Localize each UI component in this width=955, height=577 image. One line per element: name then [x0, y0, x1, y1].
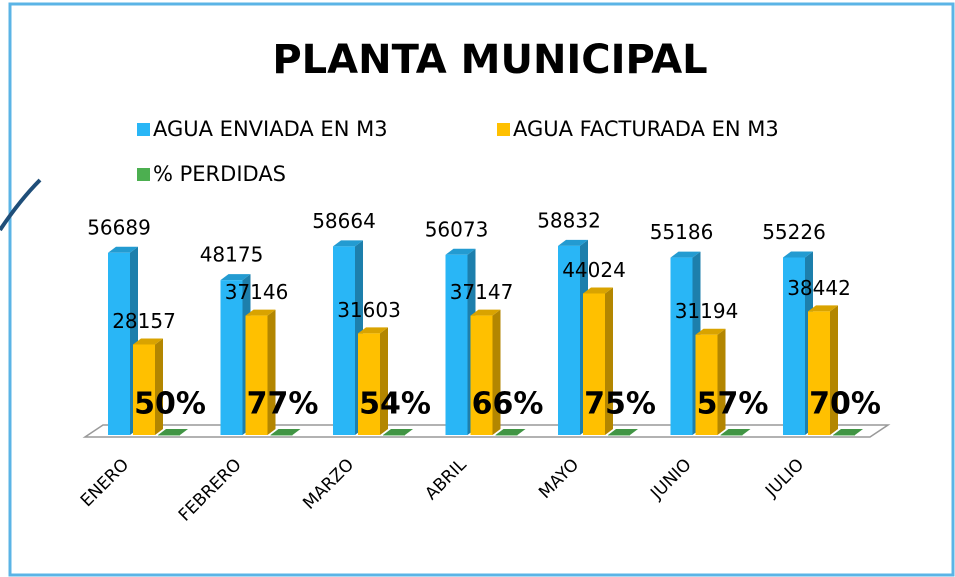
legend-label: AGUA ENVIADA EN M3	[153, 117, 388, 141]
bar-top	[695, 328, 726, 335]
value-label: 56689	[87, 215, 151, 239]
value-label: 48175	[200, 243, 264, 267]
bar	[558, 245, 580, 435]
bar-side	[380, 327, 388, 435]
bar-side	[517, 428, 526, 435]
bar	[608, 434, 630, 436]
value-label: 28157	[112, 309, 176, 333]
bar	[333, 246, 355, 435]
bar-top	[833, 428, 863, 435]
bar	[158, 434, 180, 436]
bar-top	[445, 248, 476, 255]
bar-side	[405, 428, 413, 435]
bar-top	[470, 309, 501, 316]
bar-top	[220, 274, 251, 281]
value-label: 44024	[562, 258, 626, 282]
bar	[358, 333, 380, 435]
value-label: 57%	[697, 387, 769, 422]
bar-side	[292, 428, 301, 435]
bar-side	[742, 428, 751, 435]
bar-top	[383, 428, 413, 435]
bar-side	[630, 428, 638, 435]
bar-top	[245, 309, 276, 316]
value-label: 37146	[225, 280, 289, 304]
bar	[695, 334, 718, 435]
bar	[383, 434, 405, 436]
value-label: 50%	[134, 387, 206, 422]
bar-top	[158, 428, 188, 435]
value-label: 31603	[337, 298, 401, 322]
bar-top	[670, 251, 701, 258]
bar-side	[605, 287, 613, 435]
bar	[108, 252, 130, 435]
bar	[445, 254, 468, 435]
chart-title: PLANTA MUNICIPAL	[272, 37, 707, 83]
bar	[220, 280, 243, 435]
legend-swatch	[137, 168, 150, 181]
value-label: 70%	[809, 387, 881, 422]
value-label: 38442	[787, 276, 851, 300]
bar-top	[583, 287, 613, 294]
bar-top	[333, 240, 363, 247]
value-label: 55186	[650, 220, 714, 244]
value-label: 66%	[472, 387, 544, 422]
value-label: 56073	[425, 217, 489, 241]
bar	[583, 293, 605, 435]
bar-top	[720, 428, 751, 435]
value-label: 58664	[312, 209, 376, 233]
bar-top	[133, 338, 163, 345]
bar	[270, 434, 293, 436]
bar	[133, 344, 155, 435]
value-label: 37147	[450, 280, 514, 304]
bar-top	[108, 246, 138, 253]
bar	[245, 315, 268, 435]
bar-side	[855, 428, 863, 435]
legend-label: % PERDIDAS	[153, 162, 286, 186]
bar-top	[608, 428, 638, 435]
bar-side	[717, 328, 726, 435]
bar	[470, 315, 493, 435]
bar	[495, 434, 518, 436]
bar-top	[558, 239, 588, 246]
bar-top	[270, 428, 301, 435]
bar	[670, 257, 693, 435]
bar-side	[155, 338, 163, 435]
bar-side	[267, 309, 276, 435]
bar	[783, 257, 805, 435]
bar-top	[358, 327, 388, 334]
legend-swatch	[497, 123, 510, 136]
bar	[808, 311, 830, 435]
bar-side	[830, 305, 838, 435]
bar-side	[180, 428, 188, 435]
decoration	[0, 178, 42, 232]
value-label: 31194	[675, 299, 739, 323]
value-label: 77%	[247, 387, 319, 422]
bar-top	[783, 251, 813, 258]
value-label: 75%	[584, 387, 656, 422]
bar-top	[495, 428, 526, 435]
bar-side	[492, 309, 501, 435]
legend-label: AGUA FACTURADA EN M3	[513, 117, 779, 141]
bar-top	[808, 305, 838, 312]
value-label: 54%	[359, 387, 431, 422]
bar	[833, 434, 855, 436]
bar	[720, 434, 743, 436]
value-label: 58832	[537, 208, 601, 232]
value-label: 55226	[762, 220, 826, 244]
legend-swatch	[137, 123, 150, 136]
